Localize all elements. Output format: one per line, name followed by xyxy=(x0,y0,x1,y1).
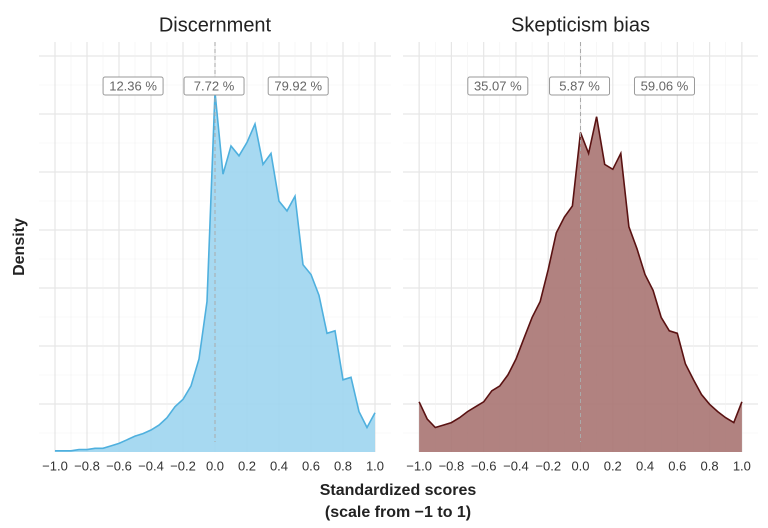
density-area xyxy=(419,116,742,452)
x-tick-label: 0.0 xyxy=(571,458,589,473)
x-tick-label: 0.4 xyxy=(270,458,288,473)
x-tick-label: −0.6 xyxy=(471,458,497,473)
x-tick-label: −0.8 xyxy=(74,458,100,473)
density-line xyxy=(418,116,743,429)
x-tick-label: 0.2 xyxy=(238,458,256,473)
x-tick-label: −0.8 xyxy=(439,458,465,473)
x-tick-label: 0.4 xyxy=(636,458,654,473)
x-tick-label: −1.0 xyxy=(406,458,432,473)
annotation-label: 5.87 % xyxy=(559,78,600,93)
x-axis-label: Standardized scores xyxy=(320,482,477,499)
x-tick-label: −0.4 xyxy=(503,458,529,473)
annotation-label: 12.36 % xyxy=(109,78,157,93)
panel-title: Skepticism bias xyxy=(511,14,650,36)
annotation-label: 79.92 % xyxy=(274,78,322,93)
annotation-box xyxy=(549,76,611,96)
annotation-box xyxy=(633,76,695,96)
x-tick-label: 0.6 xyxy=(668,458,686,473)
x-tick-label: −1.0 xyxy=(42,458,68,473)
density-area xyxy=(55,92,375,452)
x-tick-label: 1.0 xyxy=(733,458,751,473)
x-tick-label: 0.2 xyxy=(604,458,622,473)
x-tick-label: −0.4 xyxy=(138,458,164,473)
annotation-box xyxy=(267,76,329,96)
panel-title: Discernment xyxy=(159,14,272,36)
annotation-box xyxy=(102,76,164,96)
x-tick-label: 0.0 xyxy=(206,458,224,473)
x-tick-label: −0.2 xyxy=(170,458,196,473)
x-tick-label: 1.0 xyxy=(366,458,384,473)
annotation-box xyxy=(467,76,529,96)
x-tick-label: 0.8 xyxy=(701,458,719,473)
x-tick-label: −0.6 xyxy=(106,458,132,473)
x-tick-label: 0.6 xyxy=(302,458,320,473)
x-tick-label: −0.2 xyxy=(535,458,561,473)
annotation-label: 35.07 % xyxy=(474,78,522,93)
annotation-label: 59.06 % xyxy=(641,78,689,93)
annotation-box xyxy=(183,76,245,96)
x-tick-label: 0.8 xyxy=(334,458,352,473)
annotation-label: 7.72 % xyxy=(194,78,235,93)
x-axis-label: (scale from −1 to 1) xyxy=(325,504,471,521)
y-axis-label: Density xyxy=(11,218,28,276)
